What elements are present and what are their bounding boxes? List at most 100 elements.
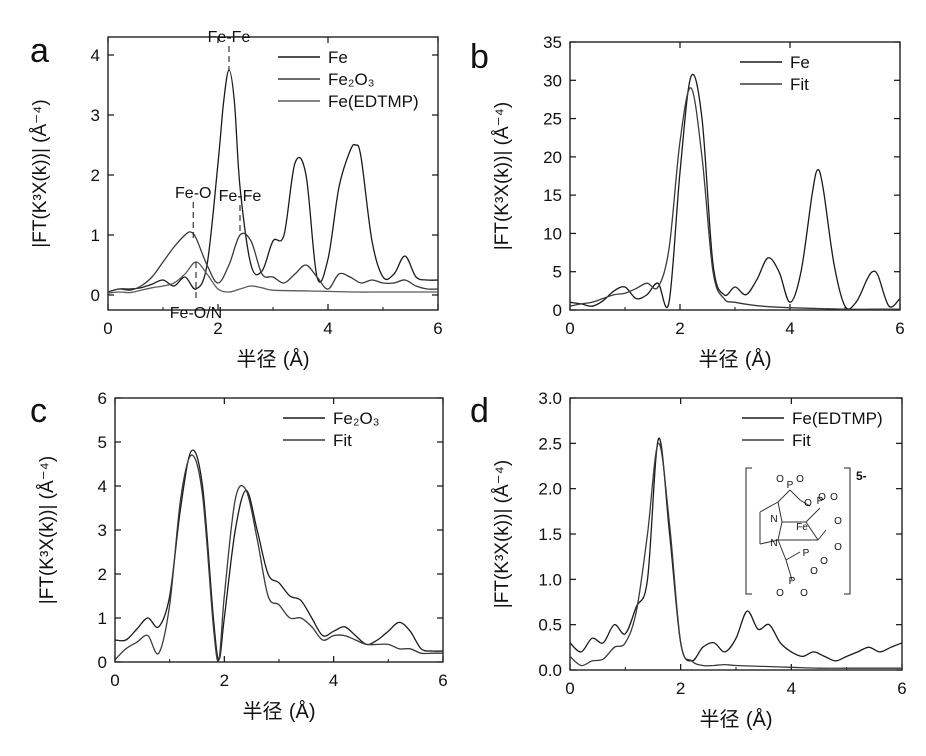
y-tick-label: 1.5 [538,525,562,544]
plot-frame [115,398,443,662]
inset-bond [778,490,790,502]
annotation-label: Fe-O/N [170,305,222,322]
series-line-1 [570,438,902,661]
y-tick-label: 2.0 [538,480,562,499]
y-tick-label: 4 [98,477,107,496]
y-tick-label: 3.0 [538,389,562,408]
inset-atom-label: O [830,492,838,503]
y-axis-label: |FT(K³X(k))| (Å⁻⁴) [37,456,58,604]
panel-letter: d [470,392,489,430]
x-axis-label: 半径 (Å) [236,347,309,371]
y-axis-label: |FT(K³X(k))| (Å⁻⁴) [492,102,513,250]
inset-bond [778,502,782,522]
y-tick-label: 2 [98,565,107,584]
plot-frame [570,42,900,310]
x-tick-label: 6 [897,679,906,698]
legend-entry: Fit [790,75,809,94]
panel-c: c02460123456半径 (Å)|FT(K³X(k))| (Å⁻⁴)Fe₂O… [30,389,448,723]
y-tick-label: 0.0 [538,661,562,680]
series-line-2 [570,88,900,310]
inset-atom-label: O [804,498,812,509]
inset-bond [818,530,826,540]
x-tick-label: 4 [323,319,332,338]
y-tick-label: 2.5 [538,434,562,453]
legend-entry: Fe(EDTMP) [328,92,419,111]
series-line-1 [570,74,900,309]
panel-a: a024601234半径 (Å)|FT(K³X(k))| (Å⁻⁴)FeFe₂O… [30,29,443,371]
inset-atom-label: O [810,566,818,577]
inset-atom-label: O [776,588,784,599]
y-tick-label: 4 [91,46,100,65]
legend-entry: Fit [333,431,352,450]
y-axis-label: |FT(K³X(k))| (Å⁻⁴) [492,460,513,608]
y-tick-label: 5 [553,263,562,282]
x-axis-label: 半径 (Å) [698,347,771,371]
y-tick-label: 25 [543,110,562,129]
inset-bracket-right [844,468,850,594]
legend-entry: Fe [790,53,810,72]
y-tick-label: 3 [91,106,100,125]
inset-atom-label: Fe [796,522,808,533]
inset-bond [790,490,800,500]
annotation-label: Fe-Fe [219,188,262,205]
x-axis-label: 半径 (Å) [699,707,772,731]
inset-atom-label: P [803,548,810,559]
panel-letter: c [30,392,47,430]
x-tick-label: 2 [676,679,685,698]
series-line-2 [570,443,902,668]
inset-atom-label: O [834,516,842,527]
panel-letter: b [470,38,489,76]
series-line-1 [115,450,443,660]
inset-bond [778,540,786,560]
y-tick-label: 1.0 [538,570,562,589]
inset-bond [778,522,782,540]
inset-atom-label: O [796,474,804,485]
x-tick-label: 0 [565,319,574,338]
inset-atom-label: O [818,492,826,503]
inset-charge: 5- [856,469,867,483]
inset-atom-label: O [820,556,828,567]
x-tick-label: 4 [787,679,796,698]
legend-entry: Fe [328,48,348,67]
x-tick-label: 4 [329,671,338,690]
y-tick-label: 1 [91,226,100,245]
inset-atom-label: P [787,480,794,491]
series-line-2 [115,455,443,661]
y-tick-label: 10 [543,224,562,243]
x-tick-label: 6 [895,319,904,338]
y-tick-label: 15 [543,186,562,205]
inset-bond [786,552,800,560]
x-tick-label: 2 [675,319,684,338]
y-tick-label: 0 [553,301,562,320]
y-tick-label: 5 [98,433,107,452]
inset-structure: 5-PPPPOOOOOOOOOOONNFe [746,468,867,599]
x-tick-label: 2 [220,671,229,690]
y-tick-label: 2 [91,166,100,185]
x-tick-label: 0 [103,319,112,338]
y-tick-label: 3 [98,521,107,540]
annotation-label: Fe-O [175,185,211,202]
panel-b: b 0 2 4 6 0 5 10 15 20 25 30 35 半径 (Å) |FT(K³X(k))| (Å… [470,33,905,371]
inset-atom-label: O [800,588,808,599]
y-tick-label: 35 [543,33,562,52]
y-axis-label: |FT(K³X(k))| (Å⁻⁴) [30,99,51,247]
inset-atom-label: O [776,474,784,485]
inset-bracket-left [746,468,752,594]
x-tick-label: 4 [785,319,794,338]
legend-entry: Fe₂O₃ [328,70,375,89]
y-tick-label: 1 [98,609,107,628]
inset-atom-label: N [770,538,777,549]
inset-atom-label: O [834,542,842,553]
x-tick-label: 6 [433,319,442,338]
annotation-label: Fe-Fe [208,29,251,46]
inset-atom-label: P [789,576,796,587]
legend-entry: Fe(EDTMP) [792,409,883,428]
y-tick-label: 30 [543,71,562,90]
inset-bond [760,502,778,512]
panel-d: d02460.00.51.01.52.02.53.0半径 (Å)|FT(K³X(… [470,389,907,731]
x-axis-label: 半径 (Å) [242,699,315,723]
legend-entry: Fit [792,431,811,450]
x-tick-label: 6 [438,671,447,690]
y-tick-label: 20 [543,148,562,167]
